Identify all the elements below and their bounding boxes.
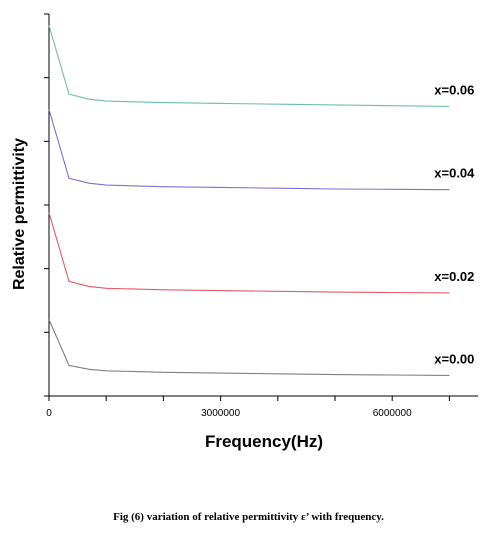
y-axis-label: Relative permittivity	[11, 138, 28, 290]
x-axis-label: Frequency(Hz)	[205, 432, 323, 451]
series-label: x=0.06	[434, 82, 474, 97]
series-line-x=0.04	[48, 109, 450, 191]
axes: 0 3000000 6000000	[44, 13, 478, 419]
chart: 0 3000000 6000000 x=0.06 x=0.04 x=0.02 x=0.00…	[11, 13, 478, 451]
series-label: x=0.04	[434, 166, 475, 181]
x-tick-label: 3000000	[201, 408, 240, 419]
x-tick-label: 0	[46, 408, 52, 419]
series-label: x=0.00	[434, 351, 474, 366]
figure-caption: Fig (6) variation of relative permittivi…	[113, 511, 384, 523]
series-label: x=0.02	[434, 269, 474, 284]
x-tick-label: 6000000	[373, 408, 412, 419]
series-line-x=0.06	[48, 25, 450, 107]
series-line-x=0.00	[48, 319, 450, 376]
series-layer: x=0.06 x=0.04 x=0.02 x=0.00	[48, 25, 475, 376]
series-line-x=0.02	[48, 212, 450, 294]
